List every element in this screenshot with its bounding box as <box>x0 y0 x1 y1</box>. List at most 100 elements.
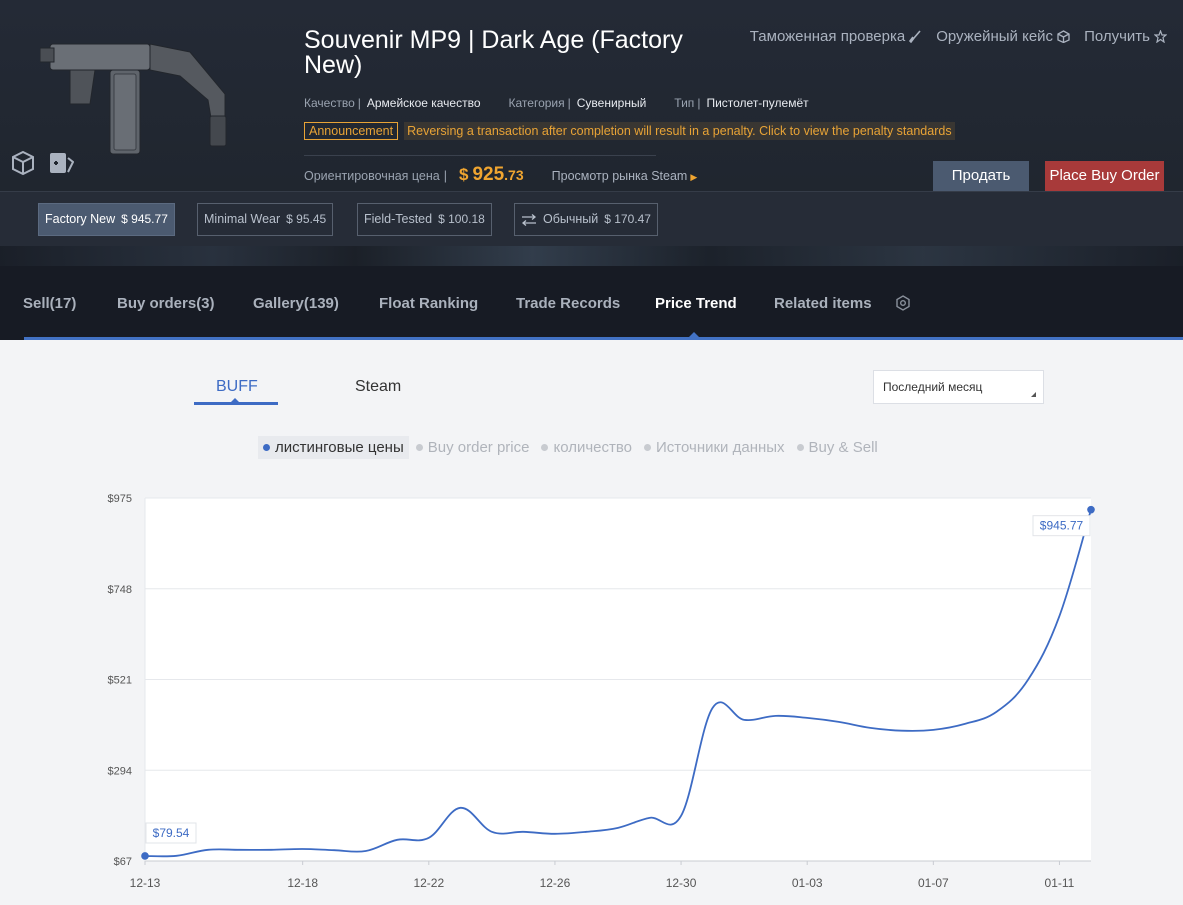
3d-view-icon[interactable] <box>10 150 36 176</box>
price-currency: $ <box>459 165 469 184</box>
dropdown-caret-icon <box>1031 392 1036 397</box>
x-tick-label: 01-03 <box>792 876 823 890</box>
tab-buy-orders[interactable]: Buy orders(3) <box>117 295 215 312</box>
chart-legend: листинговые цены Buy order price количес… <box>258 436 885 459</box>
data-label: $79.54 <box>153 826 190 840</box>
item-attributes: Качество | Армейское качество Категория | Су… <box>304 96 837 110</box>
attr-category-label: Категория <box>508 96 565 110</box>
item-header: Souvenir MP9 | Dark Age (Factory New) Та… <box>0 0 1183 266</box>
wear-minimal-wear[interactable]: Minimal Wear $ 95.45 <box>197 203 334 236</box>
x-tick-label: 12-13 <box>130 876 161 890</box>
tab-price-trend[interactable]: Price Trend <box>655 295 737 312</box>
y-tick-label: $521 <box>108 675 132 687</box>
y-tick-label: $748 <box>108 584 132 596</box>
source-tab-marker <box>231 398 239 402</box>
legend-label: листинговые цены <box>275 439 404 456</box>
divider <box>304 155 656 156</box>
legend-label: Buy & Sell <box>808 439 878 456</box>
wear-field-tested[interactable]: Field-Tested $ 100.18 <box>357 203 492 236</box>
price-separator: | <box>443 169 447 183</box>
brush-icon <box>909 30 921 43</box>
attr-quality-label: Качество <box>304 96 355 110</box>
data-label-box <box>145 822 197 844</box>
legend-label: Источники данных <box>656 439 785 456</box>
legend-dot <box>541 444 549 451</box>
announcement-link[interactable]: Reversing a transaction after completion… <box>404 122 955 140</box>
attr-quality-value: Армейское качество <box>366 96 481 110</box>
top-links: Таможенная проверка Оружейный кейс Получ… <box>750 28 1167 45</box>
weapon-case-link[interactable]: Оружейный кейс <box>936 28 1070 45</box>
data-point <box>1087 505 1095 514</box>
tab-float-ranking[interactable]: Float Ranking <box>379 295 479 312</box>
wear-label: Обычный <box>543 212 599 226</box>
legend-dot <box>415 444 423 451</box>
triangle-right-icon: ▶ <box>690 172 698 182</box>
place-buy-order-button[interactable]: Place Buy Order <box>1045 161 1164 191</box>
steam-market-link[interactable]: Просмотр рынка Steam ▶ <box>552 169 698 183</box>
legend-label: количество <box>553 439 633 456</box>
wear-price: $ 95.45 <box>286 212 327 226</box>
announcement: Announcement Reversing a transaction aft… <box>304 122 955 140</box>
box-icon <box>1057 30 1070 43</box>
reference-price: Ориентировочная цена | $ 925.73 Просмотр … <box>304 164 697 186</box>
wear-price: $ 945.77 <box>121 212 168 226</box>
announcement-badge: Announcement <box>304 122 399 140</box>
wear-price: $ 170.47 <box>604 212 651 226</box>
tab-related-items[interactable]: Related items <box>774 295 872 312</box>
legend-listing-price[interactable]: листинговые цены <box>258 436 409 459</box>
legend-buy-order-price[interactable]: Buy order price <box>411 436 535 459</box>
price-integer: 925 <box>472 164 505 185</box>
wear-normal[interactable]: Обычный $ 170.47 <box>514 203 658 236</box>
period-value: Последний месяц <box>883 380 983 394</box>
attr-category-value: Сувенирный <box>576 96 647 110</box>
wear-factory-new[interactable]: Factory New $ 945.77 <box>38 203 175 236</box>
data-label-box <box>1032 515 1091 537</box>
wear-label: Factory New <box>45 212 116 226</box>
data-label: $945.77 <box>1040 519 1084 533</box>
price-label: Ориентировочная цена <box>304 169 440 183</box>
x-tick-label: 01-07 <box>918 876 949 890</box>
price-line <box>144 509 1092 858</box>
x-tick-label: 12-18 <box>287 876 318 890</box>
weapon-case-label: Оружейный кейс <box>936 28 1054 45</box>
data-point <box>141 852 149 860</box>
get-link[interactable]: Получить <box>1084 28 1167 45</box>
get-label: Получить <box>1084 28 1150 45</box>
x-tick-label: 01-11 <box>1045 876 1075 890</box>
tab-sell[interactable]: Sell(17) <box>23 295 77 312</box>
source-tab-steam[interactable]: Steam <box>355 378 402 395</box>
settings-gear-icon[interactable] <box>895 295 911 311</box>
wear-label: Minimal Wear <box>204 212 281 226</box>
detail-tabs: Sell(17) Buy orders(3) Gallery(139) Floa… <box>0 266 1183 340</box>
mp9-weapon-image[interactable] <box>40 24 240 164</box>
legend-dot <box>263 444 270 451</box>
legend-dot <box>644 444 652 451</box>
legend-buy-sell[interactable]: Buy & Sell <box>792 436 883 459</box>
attr-type-label: Тип <box>674 96 695 110</box>
attr-quality: Качество | Армейское качество <box>304 96 481 110</box>
sell-button[interactable]: Продать <box>933 161 1029 191</box>
legend-dot <box>796 444 804 451</box>
x-tick-label: 12-22 <box>413 876 444 890</box>
legend-label: Buy order price <box>427 439 530 456</box>
active-tab-marker <box>689 332 699 337</box>
wear-selector: Factory New $ 945.77 Minimal Wear $ 95.45 … <box>0 191 1183 246</box>
legend-quantity[interactable]: количество <box>536 436 637 459</box>
item-title: Souvenir MP9 | Dark Age (Factory New) <box>304 26 683 79</box>
tab-gallery[interactable]: Gallery(139) <box>253 295 339 312</box>
steam-market-label: Просмотр рынка Steam <box>551 169 688 183</box>
tab-trade-records[interactable]: Trade Records <box>516 295 621 312</box>
period-select[interactable]: Последний месяц <box>873 370 1044 404</box>
customs-check-label: Таможенная проверка <box>749 28 906 45</box>
wear-price: $ 100.18 <box>438 212 485 226</box>
tabs-underline <box>24 337 1183 340</box>
y-tick-label: $294 <box>108 765 132 777</box>
wear-label: Field-Tested <box>364 212 433 226</box>
customs-check-link[interactable]: Таможенная проверка <box>750 28 922 45</box>
y-tick-label: $975 <box>108 493 132 505</box>
legend-data-sources[interactable]: Источники данных <box>639 436 790 459</box>
price-trend-panel: BUFF Steam Последний месяц листинговые ц… <box>0 340 1183 905</box>
inspect-in-game-icon[interactable] <box>48 150 74 176</box>
source-tab-buff[interactable]: BUFF <box>216 378 258 395</box>
swap-icon <box>521 213 537 226</box>
